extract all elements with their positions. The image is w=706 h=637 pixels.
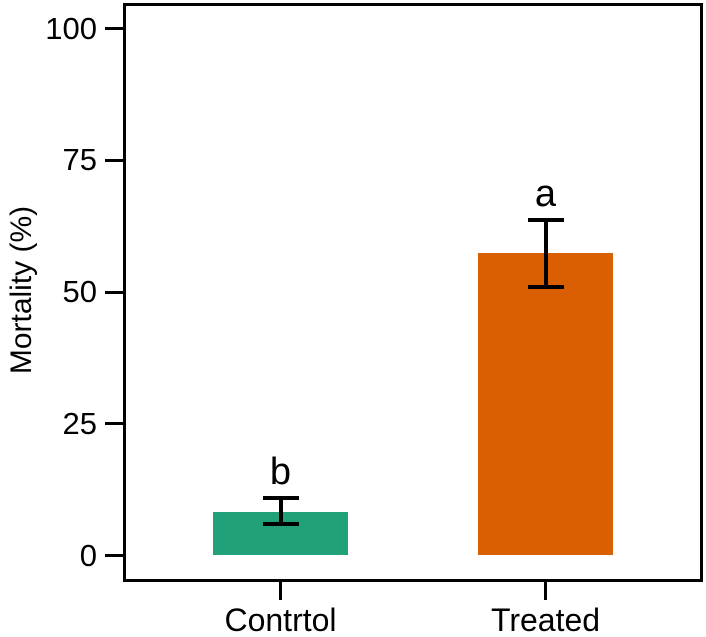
y-axis-tick-label: 100 [45, 10, 97, 46]
x-axis-tick-label-treated: Treated [490, 602, 601, 637]
y-axis-tick [105, 290, 123, 294]
x-axis-tick-contrtol [279, 582, 282, 600]
y-axis-tick [105, 158, 123, 162]
plot-panel [123, 3, 703, 582]
error-bar-line-treated [543, 219, 548, 287]
error-bar-line-contrtol [278, 498, 283, 524]
x-axis-tick-treated [544, 582, 547, 600]
error-bar-cap-top-contrtol [262, 496, 299, 501]
y-axis-tick-label: 75 [62, 142, 97, 178]
y-axis-tick [105, 554, 123, 557]
error-bar-cap-bottom-contrtol [262, 521, 299, 526]
y-axis-tick-label: 0 [79, 537, 97, 573]
bar-treated [478, 253, 613, 556]
y-axis-tick [105, 422, 123, 426]
error-bar-cap-top-treated [527, 217, 564, 222]
significance-letter-contrtol: b [269, 451, 292, 494]
y-axis-tick-label: 25 [62, 405, 97, 441]
significance-letter-treated: a [534, 172, 557, 215]
error-bar-cap-bottom-treated [527, 284, 564, 289]
x-axis-tick-label-contrtol: Contrtol [224, 602, 337, 637]
y-axis-tick-label: 50 [62, 274, 97, 310]
y-axis-tick [105, 27, 123, 31]
